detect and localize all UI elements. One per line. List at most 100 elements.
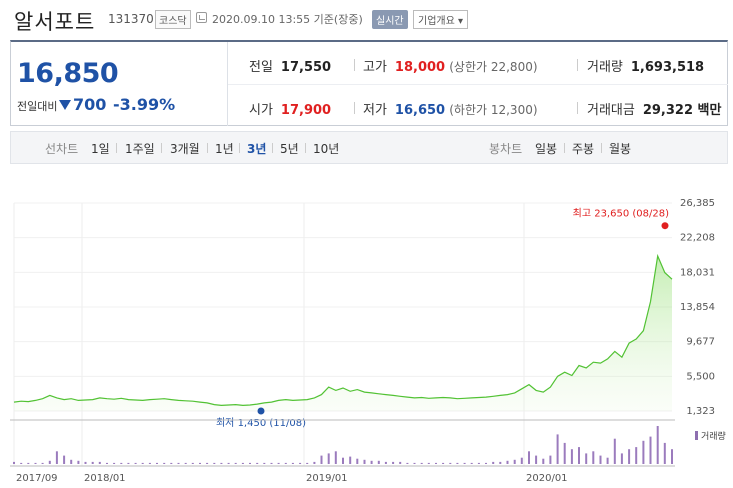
volume-bar xyxy=(134,462,137,464)
volume-bar xyxy=(113,462,116,464)
x-tick-label: 2020/01 xyxy=(526,473,568,484)
volume-bar xyxy=(649,436,652,464)
volume-bar xyxy=(327,453,330,464)
volume-bar xyxy=(492,461,495,464)
volume-bar xyxy=(206,462,209,464)
volume-bar xyxy=(635,447,638,464)
high-value: 18,000 xyxy=(394,60,446,75)
volume-bar xyxy=(20,462,23,464)
volume-bar xyxy=(477,462,480,464)
volume-bar xyxy=(320,455,323,464)
volume-bar xyxy=(191,462,194,464)
y-tick-label: 22,208 xyxy=(680,233,715,244)
volume-bar xyxy=(585,453,588,464)
candle-daily[interactable]: 일봉 xyxy=(535,142,558,156)
volume-bar xyxy=(241,462,244,464)
realtime-button[interactable]: 실시간 xyxy=(372,10,408,29)
separator xyxy=(207,143,208,153)
volume-bar xyxy=(106,462,108,464)
period-1w[interactable]: 1주일 xyxy=(125,142,155,156)
volume-bar xyxy=(406,462,409,464)
y-axis-ticks: 26,385 22,208 18,031 13,854 9,677 5,500 1,323 xyxy=(680,198,715,417)
volume-bar xyxy=(27,462,30,464)
volume-bar xyxy=(449,462,452,464)
trade-amount: 거래대금 29,322 백만 xyxy=(587,99,721,118)
volume-bar xyxy=(63,455,66,464)
volume-bar xyxy=(256,462,259,464)
change-label: 전일대비 xyxy=(17,100,58,113)
volume-bar xyxy=(299,462,302,464)
volume-bar xyxy=(520,457,523,464)
volume-bar xyxy=(363,459,366,464)
upper-limit: (상한가 22,800) xyxy=(449,60,538,74)
x-tick-label: 2017/09 xyxy=(16,473,58,484)
candle-weekly[interactable]: 주봉 xyxy=(572,142,595,156)
volume-bar xyxy=(148,462,151,464)
volume-bar xyxy=(420,462,423,464)
volume-bar xyxy=(334,451,337,464)
volume-bar xyxy=(170,462,173,464)
price-area xyxy=(14,256,672,411)
clock-icon xyxy=(196,12,207,23)
volume-bar xyxy=(220,462,223,464)
period-1d[interactable]: 1일 xyxy=(91,142,110,156)
volume-bar xyxy=(470,462,473,464)
separator xyxy=(354,102,355,114)
volume-bar xyxy=(48,460,51,464)
volume-bar xyxy=(370,460,373,464)
period-1y[interactable]: 1년 xyxy=(215,142,234,156)
candle-monthly[interactable]: 월봉 xyxy=(609,142,632,156)
volume-bar xyxy=(399,461,402,464)
prev-close-value: 17,550 xyxy=(280,60,332,75)
period-3y[interactable]: 3년 xyxy=(247,142,267,156)
volume-bar xyxy=(578,447,580,464)
volume-bar xyxy=(84,461,87,464)
volume-bar xyxy=(613,438,616,464)
volume-bar xyxy=(284,462,287,464)
volume-bar xyxy=(556,434,559,464)
volume-bar xyxy=(306,462,309,464)
current-price: 16,850 xyxy=(17,58,119,89)
volume-bar xyxy=(435,462,437,464)
volume-bar xyxy=(55,451,58,464)
divider xyxy=(227,42,228,126)
volume-bar xyxy=(413,462,416,464)
volume-bar xyxy=(620,453,623,464)
separator xyxy=(564,143,565,153)
chevron-down-icon: ▾ xyxy=(458,16,464,27)
separator xyxy=(272,143,273,153)
quote-datetime: 2020.09.10 13:55 기준(장중) xyxy=(212,13,363,26)
y-tick-label: 5,500 xyxy=(686,371,715,382)
volume-bar xyxy=(599,455,602,464)
high-label: 고가 xyxy=(363,60,387,75)
x-tick-label: 2019/01 xyxy=(306,473,348,484)
volume-bar xyxy=(34,462,37,464)
market-badge: 코스닥 xyxy=(155,10,191,29)
separator xyxy=(116,143,117,153)
volume-bar xyxy=(656,426,659,464)
volume-bar xyxy=(663,442,666,464)
stock-code: 131370 xyxy=(108,12,154,26)
volume-bar xyxy=(141,462,144,464)
corp-info-dropdown[interactable]: 기업개요 ▾ xyxy=(413,10,469,29)
separator xyxy=(577,102,578,114)
volume-bar xyxy=(384,461,387,464)
volume-bar xyxy=(513,459,516,464)
period-10y[interactable]: 10년 xyxy=(313,142,340,156)
volume-bar xyxy=(592,451,595,464)
chart-grid xyxy=(13,202,672,466)
high-marker xyxy=(661,222,669,230)
period-3m[interactable]: 3개월 xyxy=(170,142,200,156)
volume-bar xyxy=(270,462,273,464)
y-tick-label: 13,854 xyxy=(680,302,715,313)
volume-bar xyxy=(177,462,180,464)
prev-close-label: 전일 xyxy=(249,60,273,75)
volume-bar xyxy=(13,461,15,464)
amount-label: 거래대금 xyxy=(587,103,635,118)
separator xyxy=(577,59,578,71)
period-5y[interactable]: 5년 xyxy=(280,142,299,156)
change-percent: -3.99% xyxy=(113,95,176,114)
volume-bar xyxy=(127,462,130,464)
separator xyxy=(239,143,240,153)
volume-bar xyxy=(563,442,566,464)
